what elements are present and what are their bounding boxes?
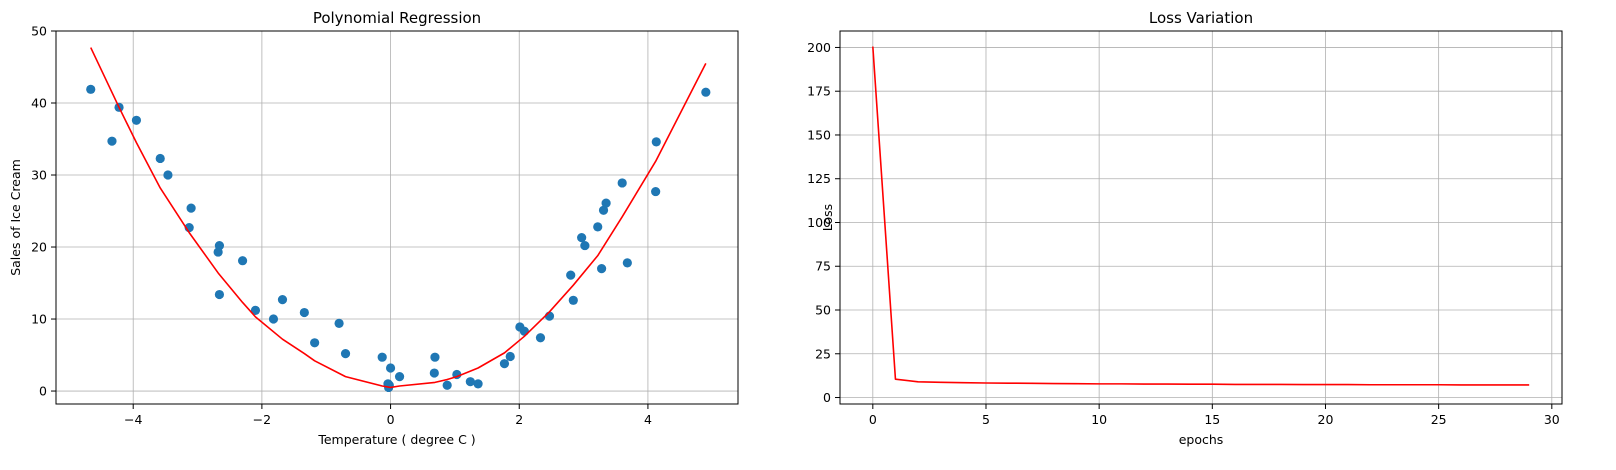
y-tick-label: 175 bbox=[807, 84, 831, 99]
x-tick-label: −2 bbox=[253, 412, 271, 427]
scatter-point bbox=[701, 87, 711, 97]
x-tick-label: 0 bbox=[869, 412, 877, 427]
y-axis-label: Loss bbox=[820, 204, 835, 231]
scatter-point bbox=[163, 170, 173, 180]
x-tick-label: 20 bbox=[1318, 412, 1334, 427]
series-line bbox=[90, 47, 707, 389]
loss-variation-chart: 0 5 10 15 20 25 30 0 25 50 75 100 125 150 175 200 Loss V… bbox=[807, 9, 1563, 447]
scatter-point bbox=[499, 359, 510, 369]
scatter-point bbox=[430, 352, 440, 362]
scatter-point bbox=[310, 338, 320, 348]
scatter-point bbox=[277, 294, 288, 305]
axes-frame bbox=[839, 30, 1563, 405]
scatter-point bbox=[334, 318, 344, 328]
y-tick-label: 75 bbox=[815, 259, 831, 274]
y-tick-label: 10 bbox=[31, 312, 47, 327]
y-tick-label: 25 bbox=[815, 346, 831, 361]
scatter-point bbox=[601, 198, 611, 208]
scatter-point bbox=[473, 379, 483, 389]
chart-title: Loss Variation bbox=[1149, 9, 1253, 27]
x-tick-label: 30 bbox=[1544, 412, 1560, 427]
scatter-point bbox=[535, 333, 546, 343]
scatter-point bbox=[597, 264, 607, 274]
scatter-point bbox=[186, 203, 196, 213]
scatter-point bbox=[519, 326, 529, 336]
scatter-point bbox=[580, 240, 590, 251]
y-tick-label: 40 bbox=[31, 96, 47, 111]
x-tick-label: 2 bbox=[515, 412, 523, 427]
scatter-point bbox=[465, 377, 475, 387]
scatter-point bbox=[651, 137, 661, 147]
x-tick-label: 15 bbox=[1204, 412, 1220, 427]
scatter-point bbox=[505, 351, 515, 362]
y-tick-label: 50 bbox=[815, 303, 831, 318]
scatter-point bbox=[214, 289, 225, 300]
scatter-point bbox=[384, 380, 394, 390]
x-tick-label: 4 bbox=[644, 412, 652, 427]
scatter-point bbox=[107, 136, 117, 146]
scatter-point bbox=[213, 247, 223, 257]
scatter-point bbox=[394, 372, 405, 382]
scatter-point bbox=[651, 186, 661, 197]
scatter-point bbox=[568, 295, 578, 305]
scatter-point bbox=[86, 84, 96, 94]
scatter-point bbox=[299, 307, 309, 318]
scatter-point bbox=[577, 233, 587, 243]
x-axis-label: Temperature ( degree C ) bbox=[317, 432, 475, 447]
scatter-point bbox=[566, 270, 576, 280]
x-tick-label: −4 bbox=[124, 412, 142, 427]
x-axis-label: epochs bbox=[1179, 432, 1224, 447]
y-tick-label: 125 bbox=[807, 171, 831, 186]
scatter-point bbox=[155, 153, 165, 164]
scatter-point bbox=[429, 368, 439, 378]
scatter-point bbox=[340, 348, 351, 359]
y-tick-label: 100 bbox=[807, 215, 831, 230]
y-axis-label: Sales of Ice Cream bbox=[8, 159, 23, 276]
chart-title: Polynomial Regression bbox=[313, 9, 481, 27]
x-tick-label: 25 bbox=[1431, 412, 1447, 427]
y-tick-label: 200 bbox=[807, 40, 831, 55]
scatter-point bbox=[593, 222, 603, 232]
y-tick-label: 150 bbox=[807, 127, 831, 142]
axes-frame bbox=[55, 30, 739, 405]
series-line bbox=[872, 46, 1530, 386]
scatter-point bbox=[598, 205, 609, 215]
scatter-point bbox=[237, 256, 248, 266]
x-tick-label: 0 bbox=[387, 412, 395, 427]
scatter-point bbox=[622, 258, 632, 268]
scatter-point bbox=[617, 178, 627, 188]
y-tick-label: 0 bbox=[39, 384, 47, 399]
scatter-point bbox=[385, 363, 396, 373]
y-tick-label: 30 bbox=[31, 168, 47, 183]
y-tick-label: 50 bbox=[31, 24, 47, 39]
scatter-point bbox=[131, 115, 142, 125]
scatter-point bbox=[442, 380, 452, 390]
x-tick-label: 10 bbox=[1091, 412, 1107, 427]
scatter-point bbox=[268, 314, 279, 324]
scatter-point bbox=[377, 352, 387, 362]
y-tick-label: 20 bbox=[31, 240, 47, 255]
scatter-point bbox=[250, 305, 261, 315]
y-tick-label: 0 bbox=[823, 390, 831, 405]
x-tick-label: 5 bbox=[982, 412, 990, 427]
